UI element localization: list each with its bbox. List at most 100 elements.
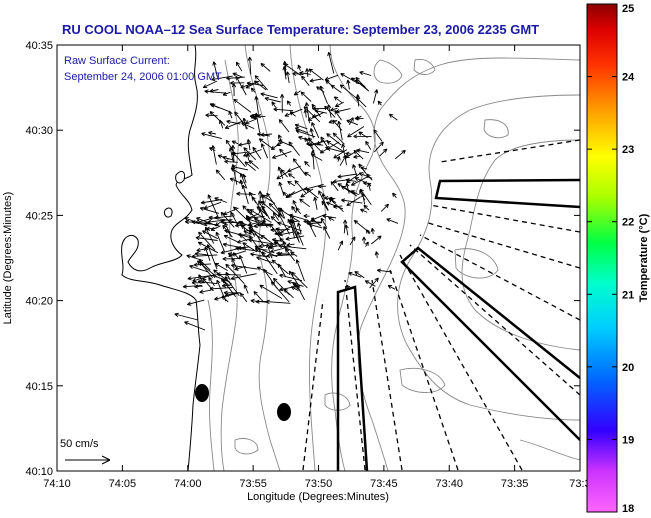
current-vector-arrow — [358, 163, 370, 179]
current-vector-arrow — [266, 253, 295, 259]
current-vector-arrow — [374, 251, 379, 258]
current-vector-arrow — [353, 154, 360, 159]
current-vector-arrow — [330, 84, 342, 93]
current-vector-arrow — [291, 205, 297, 214]
current-vector-arrow — [303, 109, 308, 118]
current-vector-arrow — [354, 271, 365, 279]
current-vector-arrow — [361, 192, 366, 205]
current-vector-arrow — [346, 284, 351, 290]
current-vector-arrow — [198, 231, 216, 251]
current-vector-arrow — [231, 83, 237, 97]
current-vector-arrow — [234, 265, 246, 271]
current-vector-arrow — [345, 151, 352, 156]
colorbar — [586, 3, 618, 513]
current-vector-arrow — [323, 226, 331, 239]
current-vector-arrow — [220, 211, 235, 228]
current-vector-arrow — [214, 262, 228, 271]
current-vector-arrow — [277, 166, 284, 179]
radar-grid-lines — [302, 139, 580, 471]
current-vector-arrow — [260, 200, 280, 218]
current-vector-arrow — [239, 179, 244, 188]
current-vector-arrow — [220, 246, 246, 255]
current-vector-arrow — [280, 169, 288, 178]
subtitle-line2: September 24, 2006 01:00 GMT — [64, 71, 222, 83]
current-vector-arrow — [380, 203, 390, 212]
current-vector-arrow — [222, 155, 234, 161]
current-vector-arrow — [279, 284, 302, 292]
current-vector-arrow — [328, 216, 335, 221]
current-vector-arrow — [245, 118, 257, 125]
current-vector-arrow — [309, 78, 322, 83]
current-vector-arrow — [249, 113, 266, 119]
current-vector-arrow — [294, 180, 307, 194]
y-tick-label: 40:15 — [25, 381, 53, 393]
current-vector-arrow — [191, 280, 205, 285]
colorbar-ticks: 25 24 23 22 21 20 19 18 — [587, 3, 635, 515]
current-vector-arrow — [310, 153, 323, 161]
current-vector-arrow — [282, 241, 287, 250]
current-vector-arrow — [356, 148, 370, 154]
radar-boxes — [336, 178, 580, 471]
current-vector-arrow — [244, 161, 256, 171]
current-vector-arrow — [235, 76, 247, 96]
current-vector-arrow — [239, 292, 248, 303]
current-vector-arrow — [362, 181, 372, 186]
marker-dot-east — [277, 403, 291, 421]
current-vector-arrow — [232, 72, 244, 78]
current-vector-arrow — [295, 259, 305, 282]
current-vector-arrow — [278, 119, 290, 133]
colorbar-tick-label: 23 — [622, 144, 634, 156]
current-vector-arrow — [311, 122, 320, 138]
current-vector-arrow — [304, 171, 312, 177]
current-vector-arrow — [279, 148, 288, 158]
marker-dot-west — [195, 384, 209, 402]
current-vector-arrow — [230, 167, 246, 178]
current-vector-arrow — [394, 149, 406, 160]
current-vector-arrow — [209, 88, 219, 93]
current-vector-arrow — [250, 87, 256, 93]
current-vector-arrow — [260, 62, 271, 72]
current-vector-arrow — [220, 220, 243, 225]
current-vector-arrow — [353, 149, 364, 160]
current-vector-arrow — [370, 227, 375, 235]
current-vector-arrow — [186, 254, 202, 261]
current-vector-arrow — [285, 71, 290, 84]
current-vector-arrow — [350, 77, 366, 87]
current-vector-arrow — [174, 312, 199, 321]
current-vector-arrow — [328, 119, 338, 124]
current-vector-arrow — [232, 206, 249, 222]
current-vector-arrow — [358, 172, 373, 179]
colorbar-tick-label: 19 — [622, 434, 634, 446]
current-vector-arrow — [204, 246, 211, 261]
current-vector-arrow — [307, 111, 325, 121]
x-tick-label: 73:35 — [501, 478, 529, 490]
current-vector-arrow — [346, 79, 351, 90]
current-vector-arrow — [337, 173, 358, 179]
current-vector-arrow — [330, 107, 338, 112]
current-vector-arrow — [318, 190, 329, 211]
current-vector-arrow — [290, 213, 298, 233]
current-vector-arrow — [325, 201, 344, 210]
current-vector-arrow — [308, 140, 329, 147]
colorbar-label: Temperature (°C) — [638, 213, 650, 302]
current-vector-arrow — [294, 123, 308, 130]
current-vector-arrow — [215, 231, 226, 253]
current-vector-arrow — [223, 290, 241, 295]
current-vector-arrow — [327, 51, 335, 74]
current-vector-arrow — [194, 251, 209, 256]
y-tick-label: 40:25 — [25, 210, 53, 222]
current-vector-arrow — [224, 120, 243, 129]
current-vector-arrow — [207, 194, 219, 219]
current-vector-arrow — [350, 176, 369, 186]
current-vector-arrow — [286, 100, 291, 107]
current-vector-arrow — [376, 268, 392, 273]
x-axis-label: Longitude (Degrees:Minutes) — [247, 491, 389, 503]
current-vector-arrow — [336, 156, 341, 162]
current-vector-arrow — [292, 71, 304, 76]
current-vector-arrow — [254, 245, 278, 258]
current-vector-arrow — [339, 154, 347, 166]
current-vector-arrow — [224, 159, 238, 164]
current-vector-arrow — [261, 205, 271, 220]
current-vector-arrow — [299, 198, 311, 208]
current-vector-arrow — [339, 84, 357, 99]
